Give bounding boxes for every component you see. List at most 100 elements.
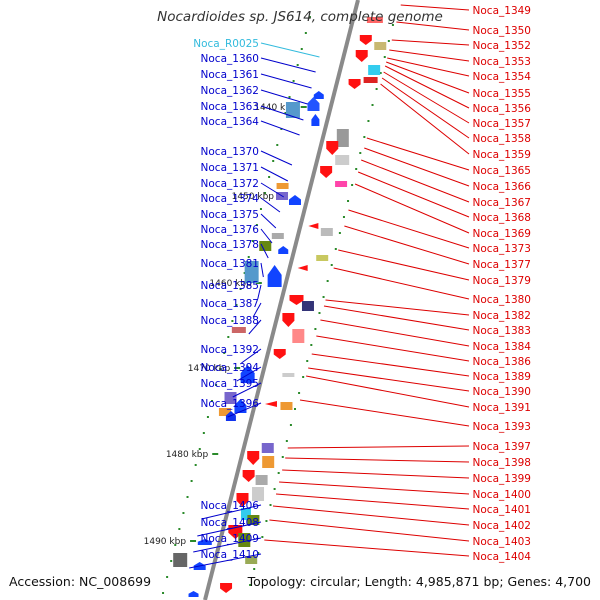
gene-label-left[interactable]: Noca_1378 — [201, 239, 259, 251]
gene-label-left[interactable]: Noca_1364 — [201, 116, 260, 128]
label-connector — [383, 71, 470, 124]
track-dot — [379, 72, 382, 74]
gene-label-right[interactable]: Noca_1350 — [473, 25, 531, 37]
gene-feature-box — [262, 456, 275, 468]
gene-label-right[interactable]: Noca_1380 — [473, 294, 531, 306]
gene-label-right[interactable]: Noca_1404 — [473, 551, 532, 563]
gene-label-left[interactable]: Noca_1410 — [201, 549, 259, 561]
label-connector — [189, 553, 262, 569]
gene-label-left[interactable]: Noca_1360 — [201, 53, 259, 65]
gene-label-left[interactable]: Noca_1409 — [201, 533, 259, 545]
gene-label-right[interactable]: Noca_1383 — [473, 325, 531, 337]
gene-feature-arrow-forward — [289, 195, 301, 205]
gene-label-left[interactable]: Noca_1375 — [201, 209, 259, 221]
gene-label-right[interactable]: Noca_1357 — [473, 118, 531, 130]
gene-label-right[interactable]: Noca_1365 — [473, 165, 531, 177]
label-connector — [299, 399, 470, 427]
gene-label-right[interactable]: Noca_1377 — [473, 259, 531, 271]
label-connector — [348, 209, 470, 249]
gene-feature-box — [173, 553, 188, 567]
gene-label-left[interactable]: Noca_1372 — [201, 178, 259, 190]
label-connector — [323, 305, 470, 331]
gene-feature-box — [320, 228, 333, 236]
gene-label-right[interactable]: Noca_1389 — [473, 371, 531, 383]
track-dot — [247, 256, 250, 258]
gene-label-left[interactable]: Noca_1388 — [201, 315, 259, 327]
gene-feature-box — [316, 255, 329, 261]
gene-label-right[interactable]: Noca_1393 — [473, 421, 531, 433]
gene-label-left[interactable]: Noca_1381 — [201, 258, 259, 270]
gene-label-right[interactable]: Noca_1355 — [473, 88, 531, 100]
gene-label-left[interactable]: Noca_1394 — [201, 362, 260, 374]
track-dot — [269, 504, 272, 506]
gene-label-left[interactable]: Noca_1406 — [201, 500, 260, 512]
gene-label-right[interactable]: Noca_1349 — [473, 5, 531, 17]
label-connector — [260, 182, 285, 198]
gene-label-right[interactable]: Noca_1354 — [473, 71, 532, 83]
gene-label-left[interactable]: Noca_1370 — [201, 146, 259, 158]
gene-label-left[interactable]: Noca_1396 — [201, 398, 260, 410]
label-connector — [279, 481, 470, 495]
gene-label-right[interactable]: Noca_1368 — [473, 212, 531, 224]
gene-label-right[interactable]: Noca_1398 — [473, 457, 531, 469]
gene-labels[interactable]: Noca_R0025 Noca_1360 Noca_1361 Noca_1362 Noc… — [193, 5, 531, 563]
track-dot — [194, 464, 197, 466]
gene-label-left[interactable]: Noca_1392 — [201, 344, 259, 356]
gene-label-left[interactable]: Noca_1362 — [201, 85, 259, 97]
track-dot — [174, 544, 177, 546]
gene-feature-box — [218, 408, 231, 416]
gene-label-right[interactable]: Noca_1390 — [473, 386, 531, 398]
label-connector — [193, 537, 262, 553]
accession-text: Accession: NC_008699 — [9, 574, 152, 589]
gene-label-right[interactable]: Noca_1403 — [473, 536, 531, 548]
gene-label-right[interactable]: Noca_1359 — [473, 149, 531, 161]
label-connector — [387, 57, 470, 77]
label-connector — [260, 105, 304, 121]
track-dot — [227, 336, 230, 338]
gene-label-left[interactable]: Noca_1395 — [201, 378, 259, 390]
gene-label-left[interactable]: Noca_1376 — [201, 224, 260, 236]
gene-label-right[interactable]: Noca_1382 — [473, 310, 531, 322]
gene-feature-box — [271, 233, 284, 239]
gene-feature-box — [231, 327, 246, 333]
gene-label-right[interactable]: Noca_1400 — [473, 489, 531, 501]
scale-tick — [212, 453, 219, 455]
track-dot — [375, 88, 378, 90]
gene-label-right[interactable]: Noca_1358 — [473, 133, 531, 145]
gene-label-right[interactable]: Noca_1386 — [473, 356, 532, 368]
track-dot — [277, 472, 280, 474]
gene-label-right[interactable]: Noca_1379 — [473, 275, 531, 287]
label-connector — [344, 225, 470, 265]
gene-label-left[interactable]: Noca_1371 — [201, 162, 259, 174]
gene-label-right[interactable]: Noca_1402 — [473, 520, 531, 532]
gene-label-left[interactable]: Noca_1363 — [201, 101, 259, 113]
gene-label-right[interactable]: Noca_1397 — [473, 441, 531, 453]
gene-label-right[interactable]: Noca_1391 — [473, 402, 531, 414]
track-dot — [272, 160, 275, 162]
track-dot — [347, 200, 350, 202]
gene-label-right[interactable]: Noca_1399 — [473, 473, 531, 485]
gene-label-right[interactable]: Noca_1373 — [473, 243, 531, 255]
track-dot — [387, 40, 390, 42]
gene-label-right[interactable]: Noca_1384 — [473, 341, 532, 353]
gene-label-right[interactable]: Noca_1353 — [473, 56, 531, 68]
gene-label-right[interactable]: Noca_1356 — [473, 103, 532, 115]
gene-feature-arrow-reverse — [289, 295, 304, 305]
track-dot — [261, 536, 264, 538]
gene-label-right[interactable]: Noca_1369 — [473, 228, 531, 240]
gene-label-left[interactable]: Noca_1361 — [201, 69, 259, 81]
gene-label-right[interactable]: Noca_1366 — [473, 181, 532, 193]
gene-label-right[interactable]: Noca_1401 — [473, 504, 531, 516]
gene-label-left[interactable]: Noca_1387 — [201, 298, 259, 310]
track-dot — [391, 24, 394, 26]
gene-label-left[interactable]: Noca_1408 — [201, 517, 259, 529]
gene-label-right[interactable]: Noca_1367 — [473, 197, 531, 209]
gene-label-left[interactable]: Noca_R0025 — [193, 38, 259, 50]
label-connector — [386, 61, 470, 94]
track-dot — [285, 440, 288, 442]
gene-label-right[interactable]: Noca_1352 — [473, 40, 531, 52]
gene-label-left[interactable]: Noca_1385 — [201, 280, 259, 292]
gene-label-left[interactable]: Noca_1374 — [201, 193, 260, 205]
